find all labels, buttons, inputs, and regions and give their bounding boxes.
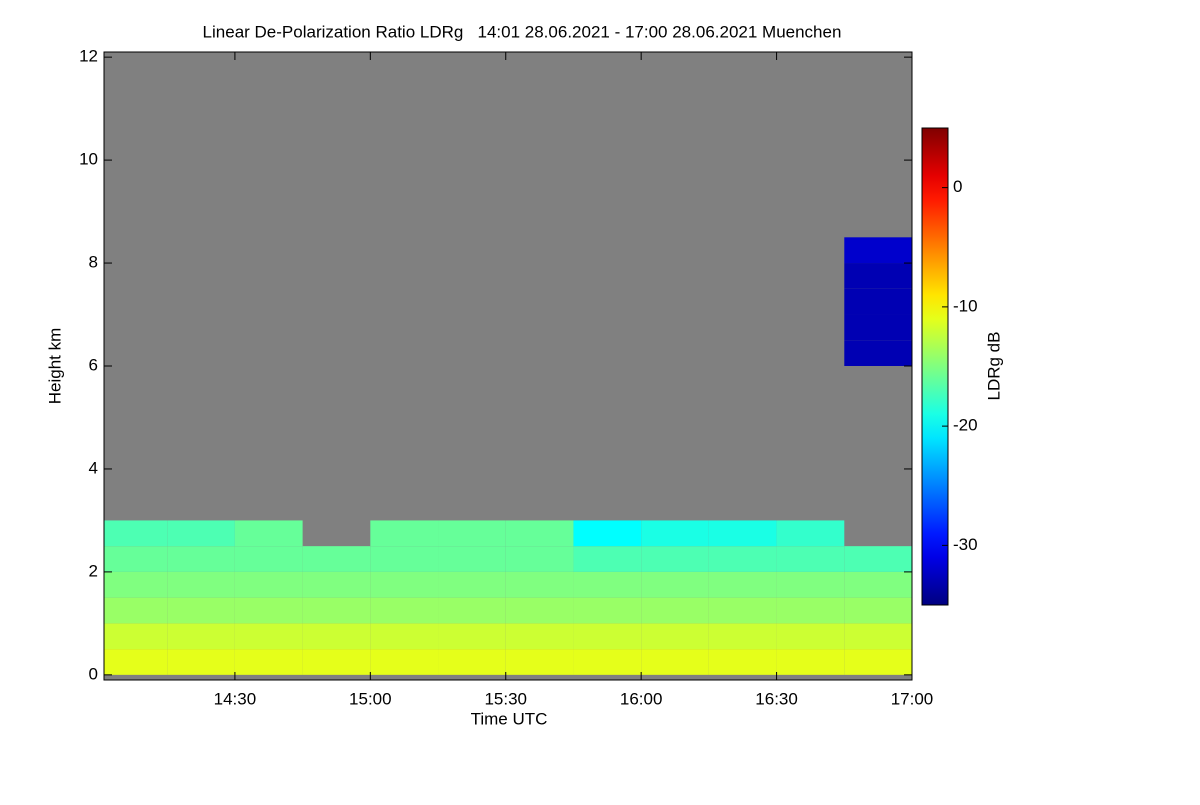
heatmap-cell — [104, 623, 168, 650]
x-tick-label: 16:00 — [620, 689, 663, 708]
heatmap-cell — [573, 649, 642, 675]
heatmap-cell — [505, 623, 574, 650]
heatmap-cell — [104, 597, 168, 624]
heatmap-cell — [302, 623, 371, 650]
heatmap-cell — [370, 597, 439, 624]
heatmap-cell — [844, 597, 912, 624]
heatmap-cell — [104, 546, 168, 572]
heatmap-cell — [708, 546, 777, 572]
heatmap-cell — [505, 520, 574, 547]
y-tick-label: 6 — [89, 355, 98, 374]
heatmap-cell — [438, 623, 506, 650]
heatmap-cell — [708, 520, 777, 547]
heatmap-cell — [844, 288, 912, 315]
heatmap-cell — [708, 571, 777, 598]
heatmap-cell — [505, 597, 574, 624]
heatmap-cell — [641, 546, 709, 572]
y-axis-label: Height km — [45, 328, 64, 405]
heatmap-cell — [776, 649, 845, 675]
colorbar-tick-label: 0 — [953, 177, 962, 196]
heatmap-cell — [573, 520, 642, 547]
heatmap-cell — [438, 546, 506, 572]
y-tick-label: 2 — [89, 561, 98, 580]
heatmap-cell — [234, 649, 303, 675]
heatmap-cell — [844, 237, 912, 264]
x-axis-label: Time UTC — [471, 709, 548, 728]
heatmap-cell — [104, 520, 168, 547]
heatmap-cell — [641, 649, 709, 675]
heatmap-cell — [167, 623, 235, 650]
colorbar-tick-label: -30 — [953, 535, 978, 554]
heatmap-cell — [505, 546, 574, 572]
chart-title: Linear De-Polarization Ratio LDRg 14:01 … — [203, 22, 842, 41]
heatmap-cell — [167, 571, 235, 598]
heatmap-cell — [708, 623, 777, 650]
heatmap-cell — [844, 314, 912, 341]
heatmap-cell — [302, 546, 371, 572]
heatmap-cell — [302, 597, 371, 624]
heatmap-cell — [302, 649, 371, 675]
heatmap-cell — [438, 649, 506, 675]
heatmap-cell — [167, 520, 235, 547]
heatmap-cell — [505, 571, 574, 598]
heatmap-cell — [167, 546, 235, 572]
heatmap-cell — [234, 546, 303, 572]
heatmap-cell — [370, 623, 439, 650]
colorbar-tick-label: -10 — [953, 296, 978, 315]
colorbar — [921, 127, 949, 606]
heatmap-cell — [104, 571, 168, 598]
heatmap-cell — [370, 649, 439, 675]
heatmap-cell — [844, 340, 912, 366]
heatmap-cell — [776, 520, 845, 547]
heatmap-cell — [844, 546, 912, 572]
heatmap-cell — [370, 520, 439, 547]
y-tick-label: 12 — [79, 47, 98, 66]
heatmap-cell — [776, 546, 845, 572]
x-tick-label: 14:30 — [214, 689, 257, 708]
x-tick-label: 17:00 — [891, 689, 934, 708]
heatmap-cell — [167, 649, 235, 675]
y-tick-label: 4 — [89, 458, 98, 477]
heatmap-cell — [844, 623, 912, 650]
heatmap-cell — [438, 571, 506, 598]
heatmap-cell — [438, 597, 506, 624]
heatmap-cell — [167, 597, 235, 624]
colorbar-tick-label: -20 — [953, 416, 978, 435]
x-tick-label: 15:30 — [484, 689, 527, 708]
heatmap-cell — [844, 571, 912, 598]
heatmap-cell — [234, 597, 303, 624]
heatmap-cell — [641, 623, 709, 650]
heatmap-cell — [234, 520, 303, 547]
heatmap-cell — [573, 546, 642, 572]
heatmap-cell — [708, 649, 777, 675]
heatmap-cell — [776, 597, 845, 624]
x-tick-label: 16:30 — [755, 689, 798, 708]
x-tick-label: 15:00 — [349, 689, 392, 708]
heatmap-cell — [370, 571, 439, 598]
heatmap-cell — [234, 623, 303, 650]
heatmap-cell — [776, 571, 845, 598]
heatmap-cell — [708, 597, 777, 624]
heatmap-cell — [776, 623, 845, 650]
y-tick-label: 8 — [89, 253, 98, 272]
heatmap-cell — [234, 571, 303, 598]
heatmap-cell — [573, 597, 642, 624]
heatmap-cell — [641, 571, 709, 598]
heatmap-cell — [104, 649, 168, 675]
heatmap-cell — [641, 520, 709, 547]
colorbar-label: LDRg dB — [984, 332, 1003, 401]
heatmap-cell — [370, 546, 439, 572]
heatmap-cell — [641, 597, 709, 624]
heatmap-cell — [573, 571, 642, 598]
y-tick-label: 0 — [89, 664, 98, 683]
heatmap-cell — [438, 520, 506, 547]
y-tick-label: 10 — [79, 150, 98, 169]
heatmap-cell — [505, 649, 574, 675]
heatmap-cell — [302, 571, 371, 598]
heatmap-cell — [573, 623, 642, 650]
heatmap-cell — [844, 649, 912, 675]
heatmap-cell — [844, 263, 912, 289]
